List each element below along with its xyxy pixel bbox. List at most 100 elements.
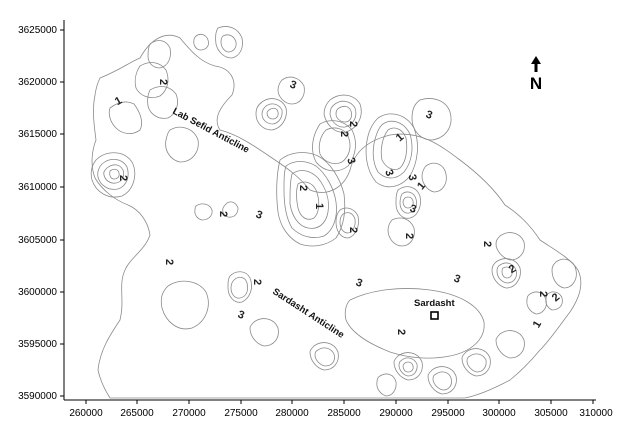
contour-label: 3 bbox=[406, 173, 419, 181]
contour-line bbox=[402, 196, 414, 209]
contour-label: 2 bbox=[550, 291, 562, 304]
contour-labels: 2 1 3 3 2 2 3 1 3 3 1 2 1 2 2 3 2 3 2 3 … bbox=[113, 78, 562, 335]
contour-line bbox=[160, 280, 209, 330]
contour-line bbox=[103, 164, 124, 184]
x-tick-labels: 260000 265000 270000 275000 280000 28500… bbox=[69, 408, 613, 419]
contour-line bbox=[344, 288, 485, 359]
contour-line bbox=[296, 181, 320, 220]
contour-line bbox=[372, 120, 413, 179]
contour-line bbox=[466, 353, 487, 373]
contour-label: 2 bbox=[338, 131, 350, 137]
contour-label: 2 bbox=[395, 329, 407, 335]
contour-label: 2 bbox=[297, 185, 309, 191]
contour-label: 3 bbox=[424, 108, 434, 121]
contour-label: 2 bbox=[117, 175, 129, 181]
x-tick-label: 285000 bbox=[327, 408, 361, 419]
contour-label: 3 bbox=[408, 202, 418, 215]
contour-line bbox=[255, 98, 287, 131]
contour-line bbox=[108, 101, 142, 134]
contour-line bbox=[90, 152, 136, 198]
contour-line bbox=[309, 342, 339, 371]
contour-line bbox=[393, 352, 423, 381]
contour-label: 2 bbox=[347, 227, 359, 233]
y-ticks bbox=[60, 29, 64, 397]
contour-line bbox=[432, 371, 452, 391]
contour-line bbox=[283, 161, 337, 238]
x-tick-label: 275000 bbox=[224, 408, 258, 419]
x-tick-label: 265000 bbox=[120, 408, 154, 419]
y-tick-label: 3625000 bbox=[18, 25, 57, 36]
contour-line bbox=[147, 40, 171, 69]
x-tick-label: 280000 bbox=[275, 408, 309, 419]
contour-line bbox=[165, 126, 199, 163]
y-tick-label: 3615000 bbox=[18, 129, 57, 140]
contour-line bbox=[222, 201, 239, 218]
contour-line bbox=[97, 159, 129, 190]
contour-line bbox=[398, 357, 418, 377]
contour-label: 3 bbox=[254, 208, 264, 221]
contour-label: 3 bbox=[288, 78, 298, 91]
contour-label: 2 bbox=[403, 233, 415, 239]
contour-label: 1 bbox=[531, 319, 544, 330]
x-tick-label: 310000 bbox=[579, 408, 613, 419]
lab-sefid-anticline-label: Lab Sefid Anticline bbox=[171, 106, 251, 156]
contour-line bbox=[376, 373, 397, 397]
contour-line bbox=[277, 76, 305, 105]
contour-line bbox=[249, 318, 279, 347]
north-arrow-icon bbox=[531, 56, 541, 72]
contour-line bbox=[91, 34, 582, 399]
sardasht-anticline-label: Sardasht Anticline bbox=[270, 286, 346, 340]
contour-line bbox=[495, 330, 525, 359]
contour-line bbox=[421, 162, 447, 193]
contour-label: 2 bbox=[507, 263, 518, 276]
contour-label: 2 bbox=[157, 79, 169, 85]
contour-line bbox=[380, 127, 408, 170]
contour-line bbox=[227, 271, 252, 303]
contour-line bbox=[402, 361, 414, 373]
contour-label: 1 bbox=[415, 180, 428, 192]
contour-line bbox=[496, 262, 517, 284]
contour-line bbox=[461, 348, 491, 377]
contour-line bbox=[289, 170, 329, 229]
contour-line bbox=[491, 258, 521, 289]
y-tick-label: 3605000 bbox=[18, 235, 57, 246]
contour-label: 1 bbox=[113, 95, 124, 108]
contour-line bbox=[323, 94, 362, 133]
contour-line bbox=[261, 103, 283, 125]
contour-label: 3 bbox=[452, 272, 462, 285]
contour-label: 1 bbox=[313, 203, 325, 209]
contour-line bbox=[387, 217, 415, 247]
north-arrow: N bbox=[530, 56, 542, 93]
contour-line bbox=[134, 62, 169, 98]
y-tick-label: 3590000 bbox=[18, 391, 57, 402]
x-tick-label: 270000 bbox=[172, 408, 206, 419]
y-tick-label: 3600000 bbox=[18, 287, 57, 298]
contour-line bbox=[495, 232, 525, 261]
contour-label: 2 bbox=[481, 241, 493, 247]
y-tick-label: 3620000 bbox=[18, 77, 57, 88]
contour-line bbox=[215, 26, 243, 59]
north-label: N bbox=[530, 74, 542, 93]
contour-line bbox=[365, 113, 418, 188]
contour-line bbox=[399, 191, 417, 214]
contour-line bbox=[339, 212, 356, 234]
y-tick-label: 3610000 bbox=[18, 182, 57, 193]
contour-line bbox=[545, 291, 563, 311]
contour-label: 2 bbox=[251, 279, 263, 285]
x-tick-label: 300000 bbox=[482, 408, 516, 419]
contour-line bbox=[193, 33, 209, 51]
x-tick-label: 295000 bbox=[431, 408, 465, 419]
y-tick-labels: 3625000 3620000 3615000 3610000 3605000 … bbox=[18, 25, 57, 402]
contour-line bbox=[395, 186, 421, 219]
contour-line bbox=[329, 100, 357, 128]
contour-lines bbox=[90, 26, 582, 399]
x-ticks bbox=[85, 400, 594, 404]
contour-label: 3 bbox=[382, 168, 395, 178]
contour-label: 3 bbox=[354, 276, 364, 289]
contour-line bbox=[335, 207, 359, 239]
x-tick-label: 305000 bbox=[534, 408, 568, 419]
contour-line bbox=[266, 107, 279, 120]
contour-label: 3 bbox=[344, 156, 357, 166]
